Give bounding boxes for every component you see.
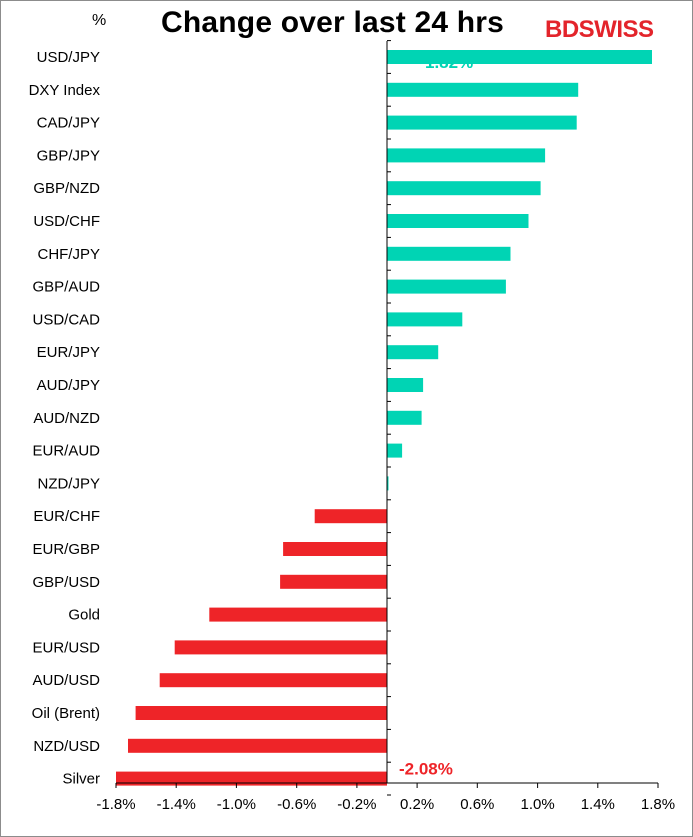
category-label: CAD/JPY	[37, 115, 100, 132]
chart-title: Change over last 24 hrs	[161, 6, 505, 39]
bar	[387, 410, 422, 425]
category-label: GBP/JPY	[37, 147, 100, 164]
bar	[387, 181, 541, 196]
category-label: AUD/USD	[32, 672, 100, 689]
category-label: AUD/NZD	[33, 410, 100, 427]
bar	[387, 279, 506, 294]
unit-label: %	[92, 12, 107, 29]
category-label: EUR/GBP	[32, 541, 100, 558]
bar	[116, 771, 387, 786]
x-tick-label: 0.2%	[400, 796, 434, 813]
category-label: EUR/JPY	[37, 344, 100, 361]
category-label: EUR/USD	[32, 639, 100, 656]
bar	[387, 214, 529, 228]
category-label: USD/JPY	[37, 49, 100, 66]
category-label: GBP/USD	[32, 574, 100, 591]
x-tick-label: 0.6%	[460, 796, 494, 813]
bar	[387, 246, 511, 261]
bar	[159, 673, 387, 688]
category-label: Gold	[68, 607, 100, 624]
x-tick-label: -1.4%	[157, 796, 196, 813]
category-label: NZD/USD	[33, 738, 100, 755]
bar	[135, 706, 387, 720]
bar	[174, 640, 387, 655]
bar	[387, 50, 652, 64]
bar	[283, 542, 387, 556]
category-label: USD/CHF	[33, 213, 100, 230]
x-tick-label: 1.4%	[581, 796, 615, 813]
x-tick-label: 1.0%	[520, 796, 554, 813]
category-label: CHF/JPY	[37, 246, 100, 263]
x-tick-label: -0.2%	[337, 796, 376, 813]
category-label: EUR/CHF	[33, 508, 100, 525]
x-tick-label: -1.0%	[217, 796, 256, 813]
bar	[128, 738, 387, 753]
x-tick-label: 1.8%	[641, 796, 675, 813]
bar	[387, 115, 577, 130]
data-label: -2.08%	[399, 760, 453, 779]
bar	[280, 574, 387, 589]
bar	[387, 345, 439, 360]
logo-text-bold: BD	[545, 16, 579, 43]
bar	[387, 148, 546, 163]
bar	[387, 82, 579, 97]
category-label: EUR/AUD	[32, 443, 100, 460]
category-label: DXY Index	[29, 82, 101, 99]
bdswiss-logo: BDSWISS	[545, 16, 654, 44]
category-label: GBP/AUD	[32, 279, 100, 296]
x-tick-label: -1.8%	[96, 796, 135, 813]
bar	[387, 443, 403, 458]
category-label: GBP/NZD	[33, 180, 100, 197]
data-label: 1.82%	[425, 53, 473, 72]
category-label: Silver	[62, 771, 100, 788]
category-label: USD/CAD	[32, 311, 100, 328]
logo-text-rest: SWISS	[578, 16, 654, 43]
bar	[387, 476, 389, 491]
category-label: Oil (Brent)	[32, 705, 100, 722]
category-label: NZD/JPY	[37, 475, 100, 492]
bar	[387, 378, 424, 392]
bar	[209, 607, 387, 622]
bar	[314, 509, 387, 524]
x-tick-label: -0.6%	[277, 796, 316, 813]
bar	[387, 312, 463, 327]
category-label: AUD/JPY	[37, 377, 100, 394]
